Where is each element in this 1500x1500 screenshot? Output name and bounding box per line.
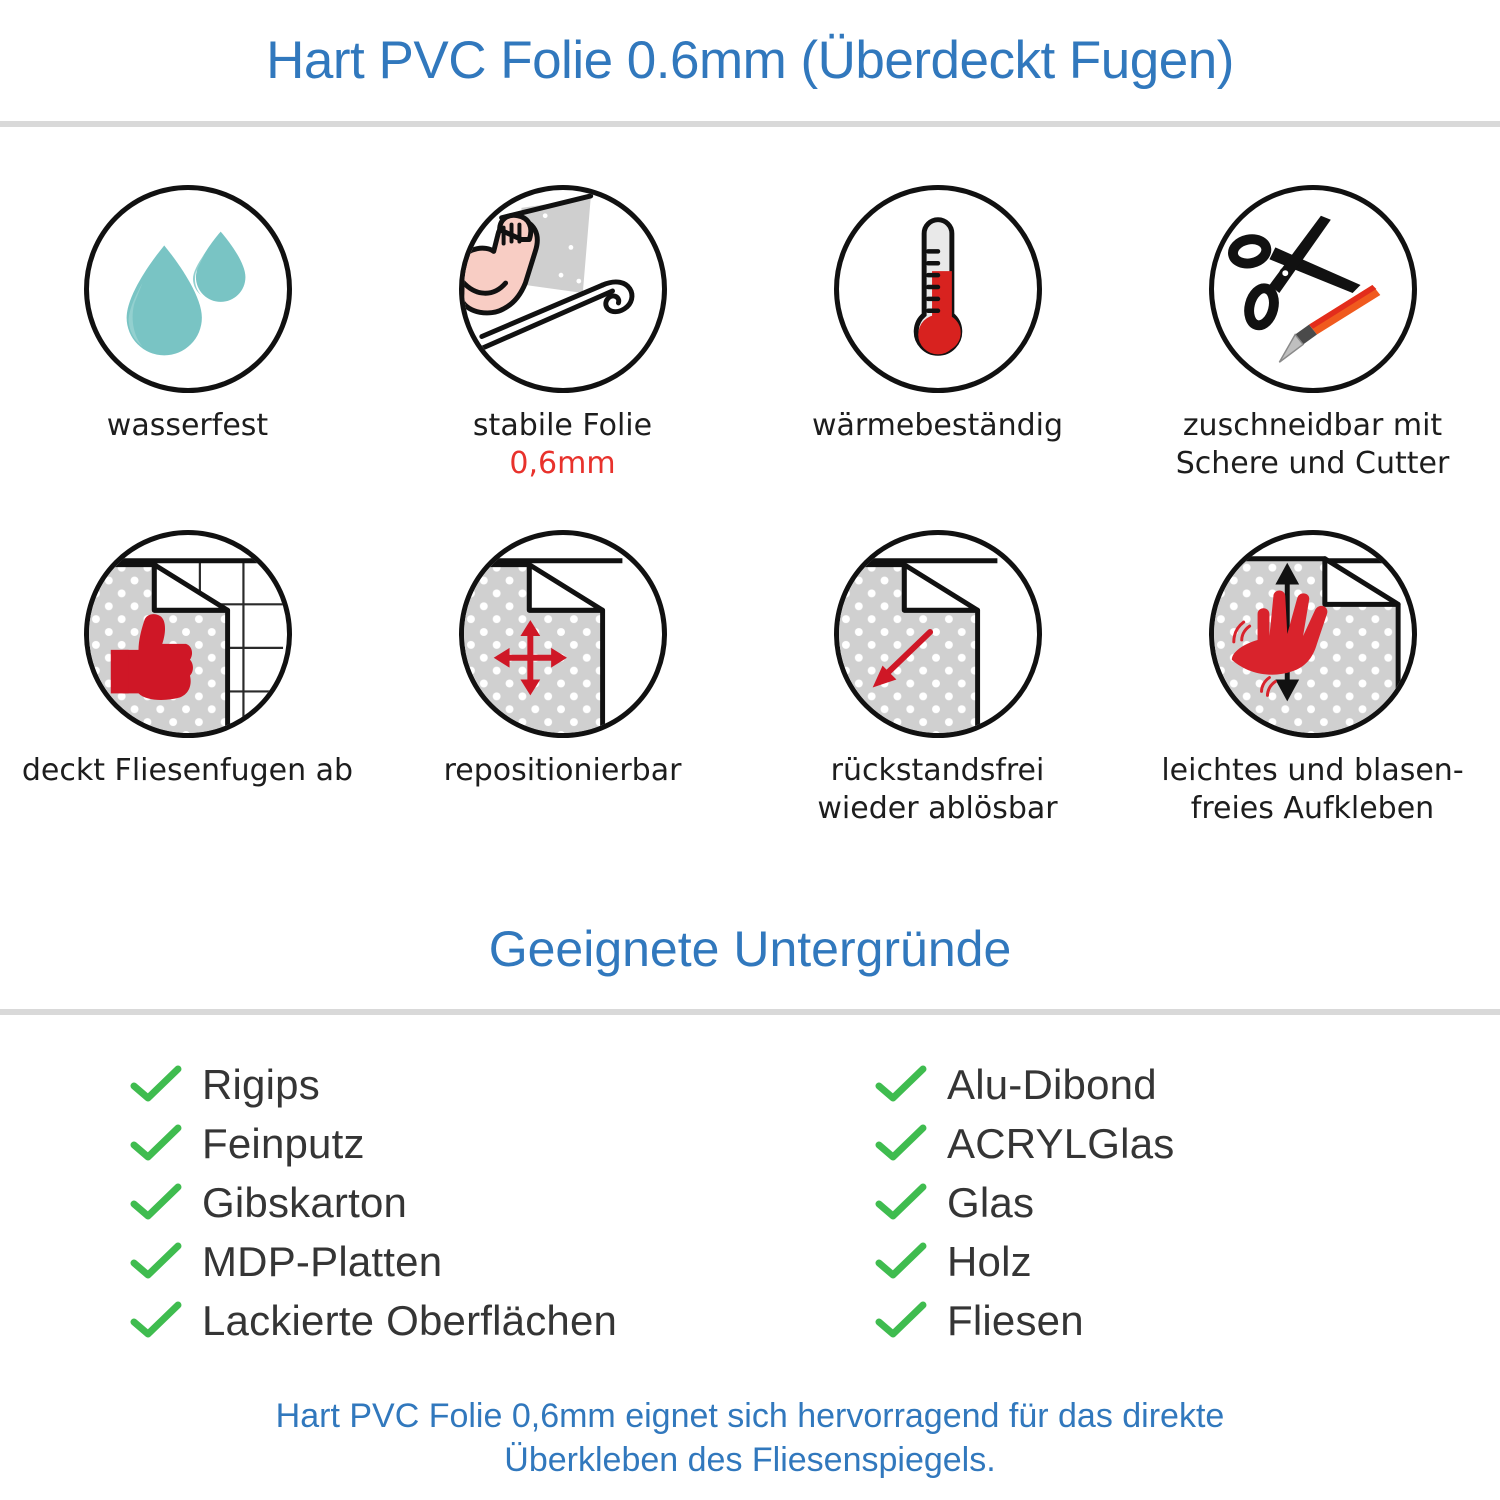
feature-icon-circle [458, 530, 667, 738]
list-item: Gibskarton [130, 1173, 750, 1232]
list-item-label: Lackierte Oberflächen [202, 1296, 618, 1344]
list-item-label: Alu-Dibond [947, 1060, 1157, 1108]
list-item: Rigips [130, 1055, 750, 1114]
scissors-cutter-icon [1227, 215, 1380, 363]
feature-label: zuschneidbar mit Schere und Cutter [1175, 408, 1450, 482]
list-item: Glas [875, 1173, 1500, 1232]
feature-repositionierbar: repositionierbar [375, 530, 750, 860]
feature-icon-circle [1208, 530, 1417, 738]
water-drops-icon [126, 231, 245, 356]
feature-label: wasserfest [106, 408, 269, 443]
list-item-label: Feinputz [202, 1119, 365, 1167]
list-item-label: Fliesen [947, 1296, 1084, 1344]
feature-icon-circle [83, 530, 292, 738]
feature-label: wärmebeständig [811, 408, 1064, 443]
feature-stabile-folie: stabile Folie 0,6mm [375, 185, 750, 530]
thermometer-icon [913, 217, 962, 356]
feature-deckt-fliesenfugen: deckt Fliesenfugen ab [0, 530, 375, 860]
list-item-label: Rigips [202, 1060, 320, 1108]
list-item: Lackierte Oberflächen [130, 1291, 750, 1350]
check-icon [875, 1183, 927, 1219]
check-icon [875, 1301, 927, 1337]
feature-label: stabile Folie [472, 408, 653, 443]
list-item: Alu-Dibond [875, 1055, 1500, 1114]
check-icon [875, 1065, 927, 1101]
section-subheading: Geeignete Untergründe [488, 921, 1012, 977]
feature-leichtes-aufkleben: leichtes und blasen- freies Aufkleben [1125, 530, 1500, 860]
substrate-checklist: Rigips Feinputz Gibskarton MDP-Platten L… [0, 1055, 1500, 1350]
feature-label: repositionierbar [443, 753, 682, 788]
list-item-label: MDP-Platten [202, 1237, 443, 1285]
feature-row-2: deckt Fliesenfugen ab [0, 530, 1500, 860]
footer-note: Hart PVC Folie 0,6mm eignet sich hervorr… [275, 1397, 1225, 1479]
feature-icon-circle [1208, 185, 1417, 393]
check-icon [875, 1242, 927, 1278]
feature-label: leichtes und blasen- freies Aufkleben [1161, 753, 1464, 827]
list-item-label: ACRYLGlas [947, 1119, 1175, 1167]
flexed-arm-film-icon [463, 193, 634, 351]
feature-wasserfest: wasserfest [0, 185, 375, 530]
feature-label: rückstandsfrei wieder ablösbar [817, 753, 1058, 827]
check-icon [130, 1065, 182, 1101]
check-icon [130, 1242, 182, 1278]
list-item: MDP-Platten [130, 1232, 750, 1291]
feature-waermebestaendig: wärmebeständig [750, 185, 1125, 530]
feature-icon-circle [833, 530, 1042, 738]
list-item-label: Glas [947, 1178, 1035, 1226]
feature-icon-circle [833, 185, 1042, 393]
thumbs-up-tile-icon [88, 558, 283, 733]
list-item: Feinputz [130, 1114, 750, 1173]
check-icon [130, 1183, 182, 1219]
check-icon [130, 1301, 182, 1337]
list-item-label: Gibskarton [202, 1178, 408, 1226]
feature-icon-circle [83, 185, 292, 393]
list-item-label: Holz [947, 1237, 1032, 1285]
feature-zuschneidbar: zuschneidbar mit Schere und Cutter [1125, 185, 1500, 530]
feature-row-1: wasserfest [0, 185, 1500, 530]
substrate-column-right: Alu-Dibond ACRYLGlas Glas Holz Fliesen [750, 1055, 1500, 1350]
feature-grid: wasserfest [0, 185, 1500, 860]
list-item: ACRYLGlas [875, 1114, 1500, 1173]
feature-rueckstandsfrei: rückstandsfrei wieder ablösbar [750, 530, 1125, 860]
feature-icon-circle [458, 185, 667, 393]
feature-sublabel-thickness: 0,6mm [509, 446, 616, 482]
page-title: Hart PVC Folie 0.6mm (Überdeckt Fugen) [266, 31, 1234, 90]
list-item: Fliesen [875, 1291, 1500, 1350]
divider-top [0, 121, 1500, 127]
four-way-arrow-icon [463, 558, 622, 733]
peel-arrow-icon [838, 558, 997, 733]
list-item: Holz [875, 1232, 1500, 1291]
check-icon [875, 1124, 927, 1160]
hand-smoothing-icon [1213, 556, 1408, 733]
feature-label: deckt Fliesenfugen ab [21, 753, 354, 788]
check-icon [130, 1124, 182, 1160]
substrate-column-left: Rigips Feinputz Gibskarton MDP-Platten L… [0, 1055, 750, 1350]
divider-middle [0, 1009, 1500, 1015]
